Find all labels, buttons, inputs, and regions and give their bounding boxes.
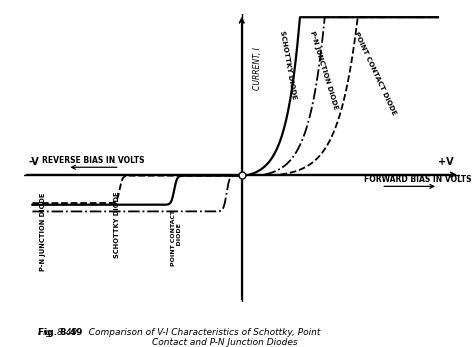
Text: FORWARD BIAS IN VOLTS: FORWARD BIAS IN VOLTS <box>364 175 471 184</box>
Text: -V: -V <box>28 157 39 167</box>
Text: Contact and P-N Junction Diodes: Contact and P-N Junction Diodes <box>152 338 297 347</box>
Text: SCHOTTKY DIODE: SCHOTTKY DIODE <box>279 31 297 100</box>
Text: REVERSE BIAS IN VOLTS: REVERSE BIAS IN VOLTS <box>42 155 145 164</box>
Text: P-N JUNCTION DIODE: P-N JUNCTION DIODE <box>310 31 339 111</box>
Text: +V: +V <box>438 157 453 167</box>
Text: POINT CONTACT DIODE: POINT CONTACT DIODE <box>353 31 397 116</box>
Text: CURRENT, I: CURRENT, I <box>253 48 262 90</box>
Text: SCHOTTKY DIODE: SCHOTTKY DIODE <box>114 192 120 258</box>
Text: Fig. 8.49    Comparison of V-I Characteristics of Schottky, Point: Fig. 8.49 Comparison of V-I Characterist… <box>38 328 320 337</box>
Text: Fig. 8.49: Fig. 8.49 <box>38 328 82 337</box>
Text: P-N JUNCTION DIODE: P-N JUNCTION DIODE <box>40 192 46 271</box>
Text: POINT CONTACT
    DIODE: POINT CONTACT DIODE <box>171 210 182 266</box>
